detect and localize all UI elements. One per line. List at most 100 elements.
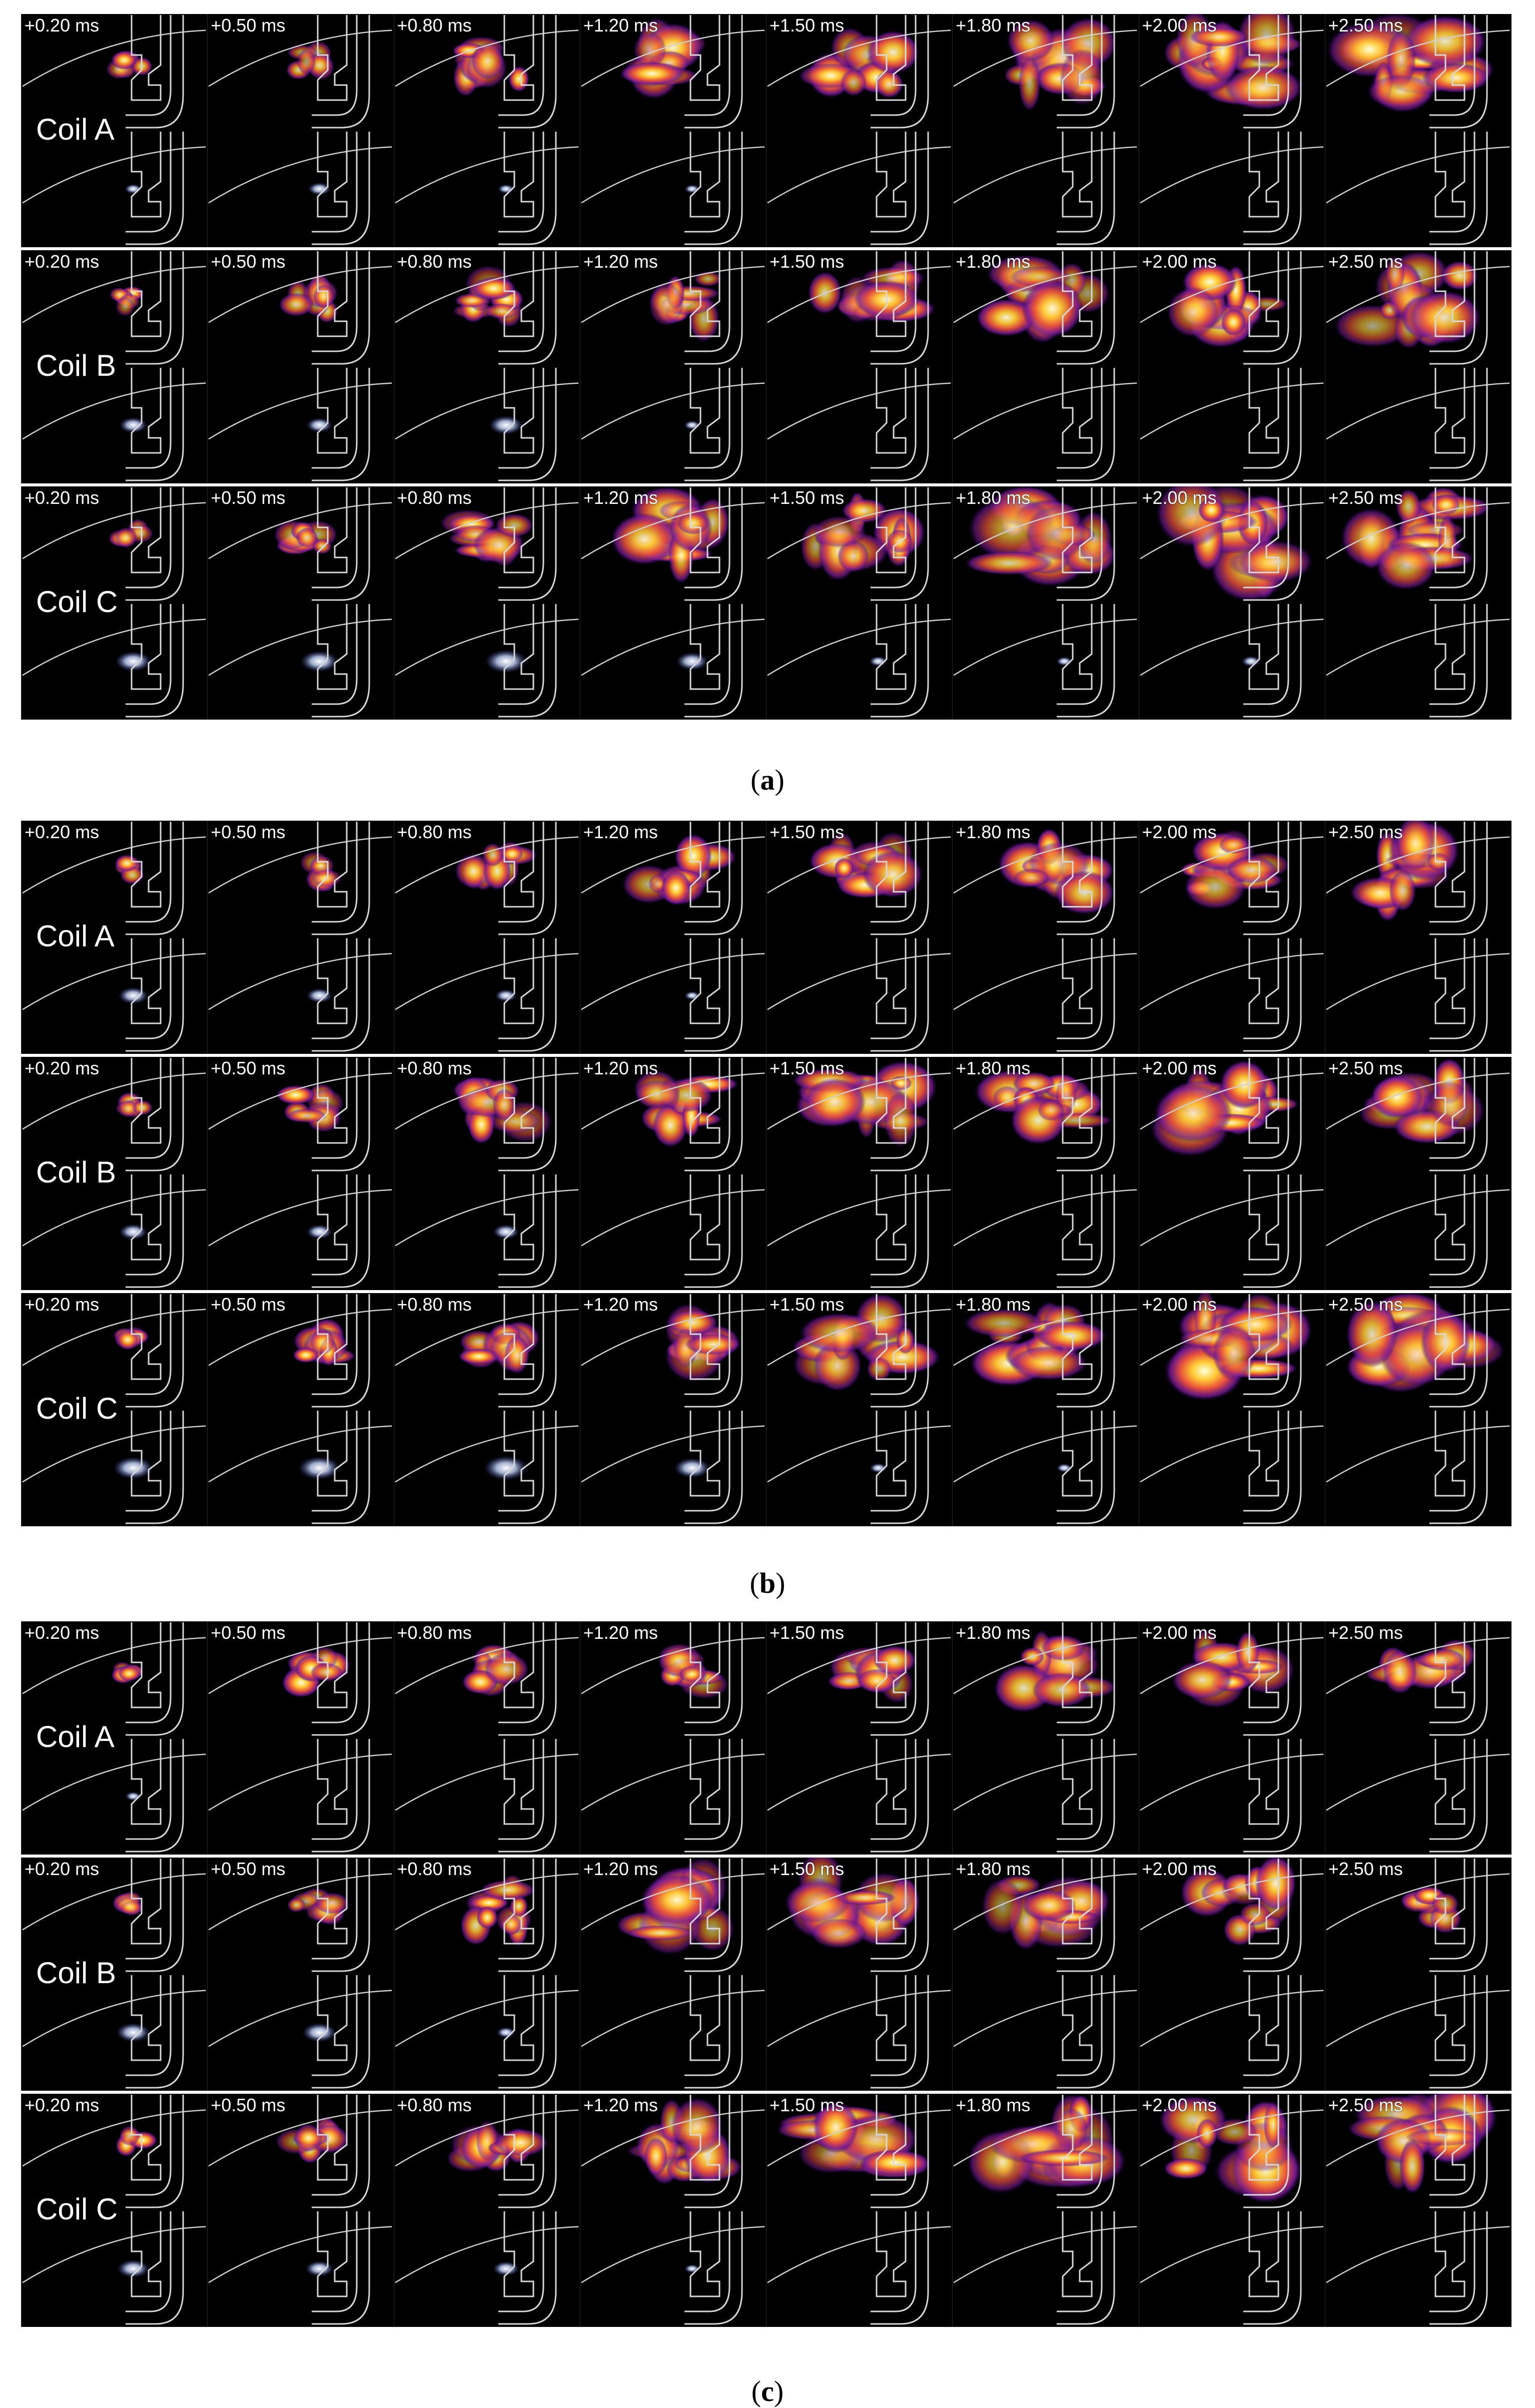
flame-kernel-blob xyxy=(813,515,867,548)
time-label: +2.00 ms xyxy=(1142,487,1217,508)
cylinder-wall-outline xyxy=(208,1072,392,1130)
frame-image xyxy=(22,487,206,718)
cylinder-wall-outline xyxy=(953,619,1137,676)
image-frame: +0.50 ms xyxy=(207,250,394,483)
spark-plug-outline xyxy=(126,251,184,365)
flame-kernel-blob xyxy=(1389,870,1416,912)
spark-plug-outline xyxy=(1429,1859,1488,1972)
flame-kernel-blob xyxy=(1022,1890,1077,1922)
coil-row: +0.20 ms +0.50 ms +0.80 ms +1.20 ms +1.50 ms… xyxy=(21,250,1511,483)
flame-kernel-blob xyxy=(310,1663,343,1682)
flame-kernel-blob xyxy=(627,1925,694,1941)
spark-plug-outline xyxy=(1057,1294,1115,1408)
cylinder-wall-outline xyxy=(394,1753,578,1811)
image-frame: +0.20 ms xyxy=(21,486,208,720)
flame-kernel-blob xyxy=(315,1892,350,1914)
cylinder-wall-outline xyxy=(1139,2226,1323,2283)
cylinder-wall-outline xyxy=(953,1990,1137,2047)
flame-kernel-blob xyxy=(1395,821,1435,872)
cylinder-wall-outline xyxy=(394,1072,578,1130)
image-frame: +2.50 ms xyxy=(1324,1293,1511,1526)
flame-kernel-blob xyxy=(1418,1648,1465,1671)
image-frame: +0.20 ms xyxy=(21,1621,208,1855)
cylinder-wall-outline xyxy=(1326,2226,1510,2283)
flame-kernel-blob xyxy=(287,1898,306,1913)
time-label: +1.20 ms xyxy=(583,15,658,36)
spark-plug-outline xyxy=(684,487,743,601)
frame-image xyxy=(1326,1058,1510,1288)
cylinder-wall-outline xyxy=(581,502,765,559)
flame-kernel-blob xyxy=(118,1665,141,1682)
spark-plug-outline xyxy=(871,604,929,718)
time-label: +0.20 ms xyxy=(25,822,100,842)
spark-discharge-glow xyxy=(119,1224,148,1240)
image-frame: +2.00 ms xyxy=(1138,250,1325,483)
spark-plug-outline xyxy=(1429,1294,1488,1408)
cylinder-wall-outline xyxy=(1139,953,1323,1010)
time-label: +1.80 ms xyxy=(956,487,1031,508)
cylinder-wall-outline xyxy=(22,1753,206,1811)
coil-label: Coil B xyxy=(36,348,117,382)
image-frame: +1.20 ms xyxy=(579,821,766,1054)
flame-kernel-blob xyxy=(1198,497,1225,523)
flame-kernel-blob xyxy=(1382,1649,1417,1694)
cylinder-wall-outline xyxy=(22,1309,206,1366)
cylinder-wall-outline xyxy=(953,1309,1137,1366)
frame-image xyxy=(1326,14,1510,245)
image-frame: +0.50 ms xyxy=(207,2094,394,2327)
image-frame: +1.20 ms xyxy=(579,1293,766,1526)
flame-kernel-blob xyxy=(1018,56,1041,112)
flame-kernel-blob xyxy=(1408,290,1481,345)
frame-image xyxy=(1326,1622,1510,1853)
time-label: +1.80 ms xyxy=(956,1294,1031,1315)
flame-kernel-blob xyxy=(976,298,1037,337)
spark-plug-outline xyxy=(126,132,184,245)
cylinder-wall-outline xyxy=(1326,1753,1510,1811)
cylinder-wall-outline xyxy=(1139,2109,1323,2167)
flame-kernel-blob xyxy=(116,296,135,317)
frame-image xyxy=(208,251,392,481)
frame-image xyxy=(581,1858,765,2089)
image-frame: +2.00 ms xyxy=(1138,2094,1325,2327)
spark-plug-outline xyxy=(498,487,557,601)
cylinder-wall-outline xyxy=(581,1637,765,1694)
image-frame: +0.80 ms xyxy=(393,1621,580,1855)
spark-plug-outline xyxy=(684,1058,743,1171)
spark-plug-outline xyxy=(1429,15,1488,129)
image-frame: +2.50 ms xyxy=(1324,821,1511,1054)
flame-kernel-blob xyxy=(640,1874,714,1925)
flame-kernel-blob xyxy=(115,527,138,548)
frame-image xyxy=(953,15,1137,245)
spark-plug-outline xyxy=(1243,2095,1302,2208)
spark-plug-outline xyxy=(498,1859,557,1972)
time-label: +0.80 ms xyxy=(397,1622,472,1643)
flame-kernel-blob xyxy=(883,1091,918,1148)
frame-image xyxy=(767,15,951,245)
flame-kernel-blob xyxy=(1421,63,1490,94)
spark-plug-outline xyxy=(1243,487,1302,601)
frame-image xyxy=(1139,1858,1323,2089)
panel-caption: (c) xyxy=(0,2374,1535,2408)
cylinder-wall-outline xyxy=(394,382,578,440)
spark-plug-outline xyxy=(871,822,929,935)
cylinder-wall-outline xyxy=(394,1189,578,1247)
time-label: +0.20 ms xyxy=(25,1859,100,1879)
flame-kernel-blob xyxy=(837,539,870,573)
image-frame: +1.50 ms xyxy=(766,250,953,483)
caption-letter: a xyxy=(760,764,775,796)
spark-plug-outline xyxy=(126,1058,184,1171)
cylinder-wall-outline xyxy=(767,1309,951,1366)
frame-image xyxy=(1139,486,1323,718)
spark-plug-outline xyxy=(126,1622,184,1736)
time-label: +1.80 ms xyxy=(956,1859,1031,1879)
cylinder-wall-outline xyxy=(208,1637,392,1694)
flame-kernel-blob xyxy=(648,281,684,327)
cylinder-wall-outline xyxy=(22,1990,206,2047)
image-frame: +2.00 ms xyxy=(1138,1858,1325,2091)
cylinder-wall-outline xyxy=(1139,1637,1323,1694)
cylinder-wall-outline xyxy=(394,1637,578,1694)
frame-image xyxy=(394,1058,578,1288)
spark-discharge-glow xyxy=(492,2261,519,2276)
frame-image xyxy=(767,487,951,718)
image-frame: +2.50 ms xyxy=(1324,250,1511,483)
